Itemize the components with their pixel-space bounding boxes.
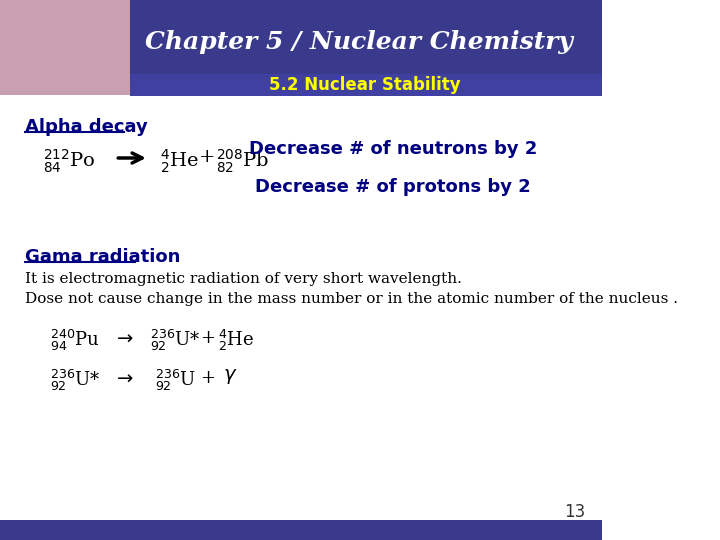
Text: Decrease # of neutrons by 2: Decrease # of neutrons by 2 xyxy=(248,140,537,158)
Text: $^{4}_{2}$He: $^{4}_{2}$He xyxy=(160,148,199,176)
Text: $^{208}_{82}$Pb: $^{208}_{82}$Pb xyxy=(216,148,269,176)
Text: $^{236}_{92}$U*: $^{236}_{92}$U* xyxy=(50,368,101,393)
Text: $^{236}_{92}$U*: $^{236}_{92}$U* xyxy=(150,328,201,353)
Text: 13: 13 xyxy=(564,503,585,521)
FancyBboxPatch shape xyxy=(130,74,602,96)
Text: $^{212}_{84}$Po: $^{212}_{84}$Po xyxy=(43,148,96,176)
Text: $^{240}_{94}$Pu: $^{240}_{94}$Pu xyxy=(50,328,100,353)
Text: Gama radiation: Gama radiation xyxy=(25,248,181,266)
Text: $\rightarrow$: $\rightarrow$ xyxy=(113,329,135,347)
Text: $\gamma$: $\gamma$ xyxy=(222,367,237,386)
Text: $^{236}_{92}$U: $^{236}_{92}$U xyxy=(155,368,196,393)
Text: Dose not cause change in the mass number or in the atomic number of the nucleus : Dose not cause change in the mass number… xyxy=(25,292,678,306)
FancyBboxPatch shape xyxy=(0,0,130,95)
FancyBboxPatch shape xyxy=(0,520,602,540)
Text: Chapter 5 / Nuclear Chemistry: Chapter 5 / Nuclear Chemistry xyxy=(145,30,573,54)
Text: +: + xyxy=(199,329,215,347)
Text: $^{4}_{2}$He: $^{4}_{2}$He xyxy=(218,328,255,353)
Text: +: + xyxy=(199,369,215,387)
Text: 5.2 Nuclear Stability: 5.2 Nuclear Stability xyxy=(269,76,461,94)
Text: It is electromagnetic radiation of very short wavelength.: It is electromagnetic radiation of very … xyxy=(25,272,462,286)
Text: +: + xyxy=(199,148,215,166)
Text: $\rightarrow$: $\rightarrow$ xyxy=(113,369,135,387)
Text: Decrease # of protons by 2: Decrease # of protons by 2 xyxy=(255,178,531,196)
FancyBboxPatch shape xyxy=(130,0,602,95)
Text: Alpha decay: Alpha decay xyxy=(25,118,148,136)
